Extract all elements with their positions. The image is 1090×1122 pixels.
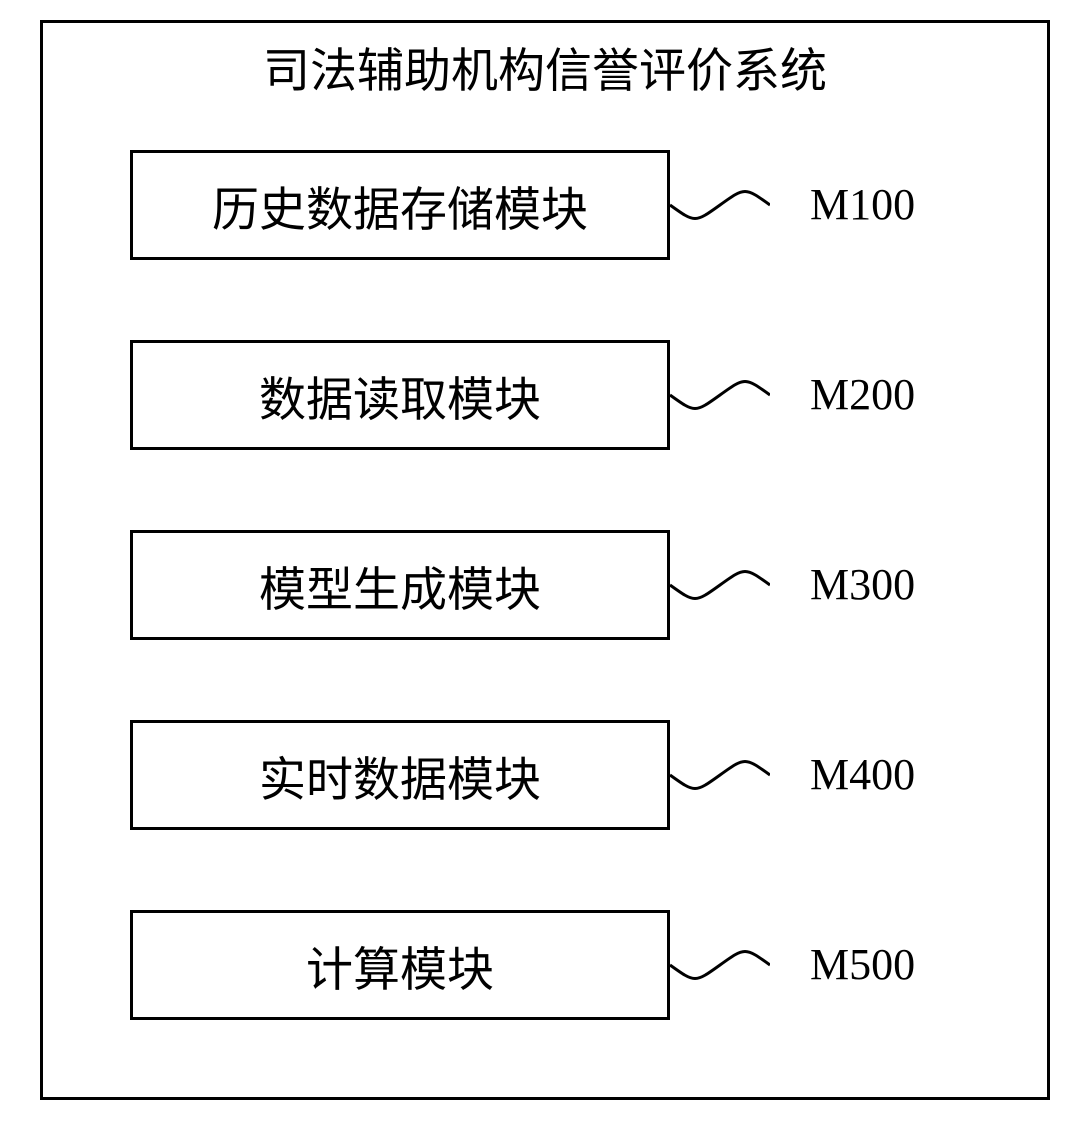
tilde-connector-icon	[670, 755, 770, 795]
module-box: 数据读取模块	[130, 340, 670, 450]
module-ref-label: M400	[810, 749, 915, 800]
module-ref-label: M200	[810, 369, 915, 420]
module-ref-label: M300	[810, 559, 915, 610]
module-label: 数据读取模块	[259, 361, 541, 430]
module-label: 模型生成模块	[259, 551, 541, 620]
diagram-title: 司法辅助机构信誉评价系统	[0, 32, 1090, 101]
module-label: 实时数据模块	[259, 741, 541, 810]
module-box: 计算模块	[130, 910, 670, 1020]
tilde-connector-icon	[670, 185, 770, 225]
tilde-connector-icon	[670, 565, 770, 605]
module-box: 模型生成模块	[130, 530, 670, 640]
module-box: 实时数据模块	[130, 720, 670, 830]
module-ref-label: M100	[810, 179, 915, 230]
module-label: 历史数据存储模块	[212, 171, 588, 240]
tilde-connector-icon	[670, 945, 770, 985]
tilde-connector-icon	[670, 375, 770, 415]
module-ref-label: M500	[810, 939, 915, 990]
module-label: 计算模块	[306, 931, 494, 1000]
module-box: 历史数据存储模块	[130, 150, 670, 260]
